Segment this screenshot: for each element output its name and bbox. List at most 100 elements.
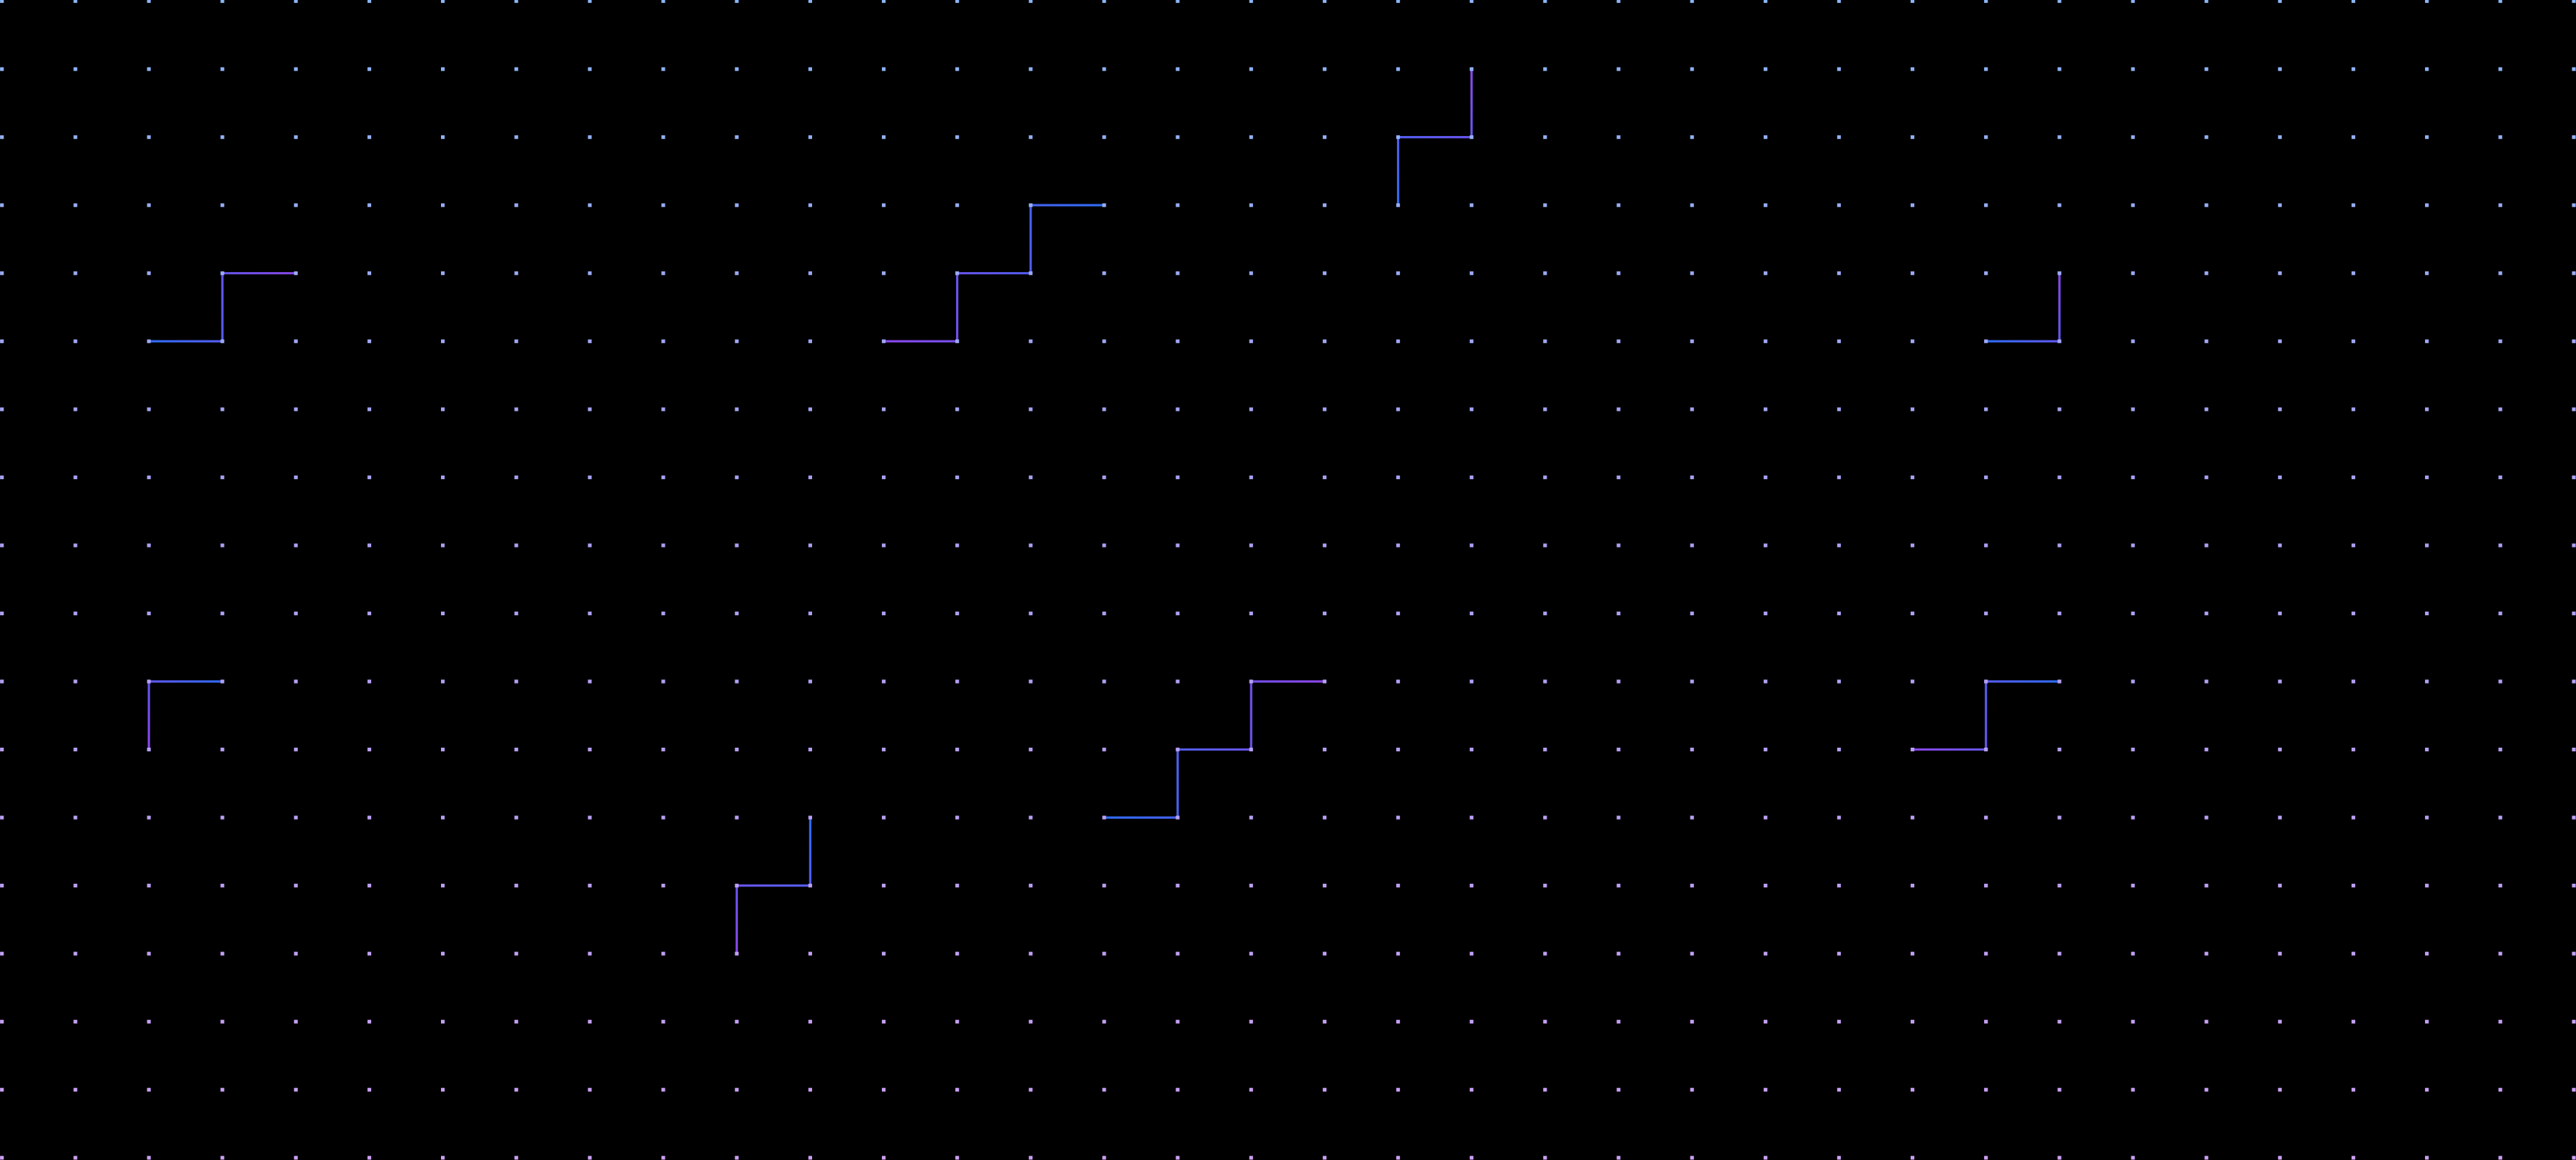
grid-dot — [220, 543, 224, 548]
grid-dot — [808, 679, 812, 684]
grid-dot — [734, 475, 739, 479]
grid-dot — [2572, 543, 2576, 548]
grid-dot — [514, 135, 519, 140]
grid-dot — [588, 271, 592, 276]
grid-dot — [2204, 951, 2208, 956]
grid-dot — [661, 135, 665, 140]
grid-dot — [2204, 1156, 2208, 1160]
grid-dot — [1837, 475, 1842, 479]
grid-dot — [2204, 679, 2208, 684]
grid-dot — [1029, 1156, 1033, 1160]
grid-dot — [0, 0, 4, 4]
grid-dot — [2498, 1087, 2503, 1092]
grid-dot — [1690, 0, 1694, 4]
grid-dot — [734, 611, 739, 616]
grid-dot — [1470, 1087, 1474, 1092]
grid-dot — [2572, 407, 2576, 412]
grid-dot — [73, 475, 78, 479]
grid-dot — [955, 1156, 960, 1160]
grid-dot — [1175, 1156, 1180, 1160]
grid-dot — [1322, 543, 1326, 548]
grid-dot — [1470, 135, 1474, 140]
grid-dot — [514, 951, 519, 956]
grid-dot — [2204, 407, 2208, 412]
grid-dot — [1249, 747, 1253, 752]
grid-dot — [0, 611, 4, 616]
grid-dot — [881, 884, 886, 888]
grid-dot — [1249, 135, 1253, 140]
grid-dot — [1102, 951, 1106, 956]
grid-dot — [0, 67, 4, 71]
grid-dot — [881, 815, 886, 820]
grid-dot — [1396, 1156, 1401, 1160]
grid-dot — [1984, 1020, 1988, 1024]
grid-dot — [73, 0, 78, 4]
staircase-6[interactable] — [1103, 680, 1325, 819]
grid-dot — [1984, 543, 1988, 548]
grid-dot — [2572, 747, 2576, 752]
staircase-7[interactable] — [735, 817, 811, 954]
grid-dot — [808, 1156, 812, 1160]
grid-dot — [2204, 135, 2208, 140]
grid-dot — [2351, 747, 2356, 752]
grid-dot — [661, 884, 665, 888]
grid-dot — [2057, 747, 2062, 752]
grid-dot — [73, 679, 78, 684]
grid-dot — [1911, 1020, 1915, 1024]
grid-dot — [1690, 747, 1694, 752]
staircase-2[interactable] — [883, 204, 1104, 343]
grid-dot — [1029, 475, 1033, 479]
grid-dot — [1322, 339, 1326, 343]
grid-dot — [1470, 747, 1474, 752]
staircase-8[interactable] — [1912, 680, 2060, 751]
grid-dot — [955, 543, 960, 548]
grid-dot — [1396, 747, 1401, 752]
grid-dot — [220, 679, 224, 684]
grid-dot — [2278, 0, 2282, 4]
grid-dot — [1763, 407, 1767, 412]
grid-dot — [147, 1156, 151, 1160]
grid-dot — [1616, 407, 1621, 412]
grid-dot — [2425, 1020, 2429, 1024]
grid-dot — [1911, 271, 1915, 276]
grid-dot — [367, 884, 372, 888]
grid-dot — [1249, 475, 1253, 479]
grid-dot — [147, 135, 151, 140]
grid-dot — [2057, 407, 2062, 412]
grid-dot — [1911, 475, 1915, 479]
grid-dot — [808, 747, 812, 752]
grid-dot — [2351, 543, 2356, 548]
grid-dot — [514, 203, 519, 207]
grid-dot — [588, 339, 592, 343]
grid-dot — [514, 271, 519, 276]
grid-dot — [1911, 611, 1915, 616]
grid-dot — [1102, 135, 1106, 140]
grid-dot — [0, 884, 4, 888]
grid-dot — [881, 0, 886, 4]
grid-dot — [1249, 543, 1253, 548]
grid-dot — [2425, 67, 2429, 71]
grid-dot — [294, 679, 298, 684]
grid-dot — [2057, 884, 2062, 888]
grid-dot — [367, 543, 372, 548]
grid-dot — [1029, 543, 1033, 548]
grid-dot — [220, 884, 224, 888]
grid-dot — [2572, 815, 2576, 820]
grid-dot — [2351, 884, 2356, 888]
grid-dot — [0, 815, 4, 820]
grid-dot — [2204, 1087, 2208, 1092]
grid-dot — [1543, 951, 1547, 956]
grid-dot — [1984, 203, 1988, 207]
grid-dot — [2057, 951, 2062, 956]
staircase-1[interactable] — [149, 272, 296, 343]
grid-dot — [220, 1087, 224, 1092]
grid-dot — [441, 271, 445, 276]
staircase-3[interactable] — [1396, 69, 1473, 206]
grid-dot — [2425, 407, 2429, 412]
grid-dot — [514, 339, 519, 343]
grid-dot — [73, 884, 78, 888]
grid-dot — [1102, 407, 1106, 412]
grid-dot — [1470, 0, 1474, 4]
grid-dot — [2498, 815, 2503, 820]
